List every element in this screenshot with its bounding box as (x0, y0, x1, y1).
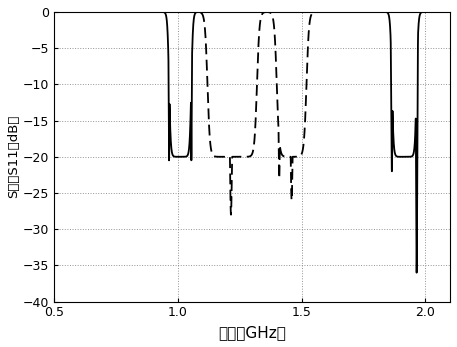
Y-axis label: S参数S11（dB）: S参数S11（dB） (7, 115, 20, 198)
X-axis label: 频率（GHz）: 频率（GHz） (218, 325, 286, 340)
